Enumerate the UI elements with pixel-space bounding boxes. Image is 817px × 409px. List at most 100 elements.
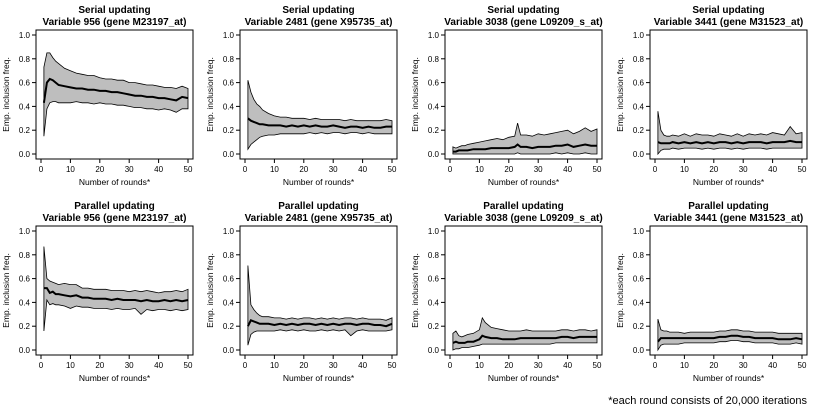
y-tick-label: 0.2 (428, 126, 440, 135)
y-tick-label: 0.0 (633, 346, 645, 355)
y-tick-label: 0.6 (223, 275, 235, 284)
x-tick-label: 10 (475, 361, 484, 370)
x-tick-label: 10 (475, 165, 484, 174)
x-tick-label: 30 (534, 361, 543, 370)
x-tick-label: 40 (154, 165, 163, 174)
y-tick-label: 0.0 (428, 150, 440, 159)
y-tick-label: 1.0 (633, 227, 645, 236)
x-tick-label: 20 (504, 165, 513, 174)
plot-frame (239, 225, 398, 356)
confidence-band (452, 316, 598, 351)
y-tick-label: 0.6 (19, 275, 31, 284)
panel-title-line2: Variable 2481 (gene X95735_at) (245, 17, 393, 28)
x-tick-label: 30 (329, 361, 338, 370)
y-tick-label: 0.0 (428, 346, 440, 355)
x-tick-label: 20 (709, 165, 718, 174)
plot-frame (35, 225, 194, 356)
mean-line (42, 77, 189, 103)
y-tick-label: 0.4 (19, 102, 31, 111)
y-tick-label: 0.4 (428, 298, 440, 307)
y-tick-label: 0.8 (633, 55, 645, 64)
y-tick-label: 1.0 (223, 31, 235, 40)
y-tick-label: 0.4 (223, 102, 235, 111)
x-tick-label: 40 (154, 361, 163, 370)
confidence-band (43, 52, 189, 137)
panel-title-line1: Serial updating (692, 5, 764, 16)
x-tick-label: 20 (95, 165, 104, 174)
y-axis-label: Emp. inclusion freq. (1, 57, 11, 132)
y-tick-label: 0.0 (19, 150, 31, 159)
y-tick-label: 0.0 (19, 346, 31, 355)
x-tick-label: 20 (504, 361, 513, 370)
mean-line (247, 319, 393, 328)
y-tick-label: 0.0 (223, 346, 235, 355)
y-tick-label: 0.8 (19, 251, 31, 260)
confidence-band (43, 246, 189, 332)
panel-title-line2: Variable 3038 (gene L09209_s_at) (444, 213, 602, 224)
x-tick-label: 50 (593, 361, 602, 370)
mean-line (43, 287, 189, 303)
x-tick-label: 10 (66, 165, 75, 174)
y-tick-label: 0.4 (633, 298, 645, 307)
y-tick-label: 0.8 (428, 55, 440, 64)
panel-title-line2: Variable 2481 (gene X95735_at) (245, 213, 393, 224)
y-axis-label: Emp. inclusion freq. (615, 57, 625, 132)
confidence-band (247, 265, 393, 346)
y-tick-label: 1.0 (19, 31, 31, 40)
mean-line (657, 139, 802, 145)
panel-title-line2: Variable 3441 (gene M31523_at) (654, 17, 804, 28)
y-tick-label: 0.8 (223, 55, 235, 64)
y-tick-label: 0.2 (19, 322, 31, 331)
y-tick-label: 0.4 (633, 102, 645, 111)
panel-title-line2: Variable 3441 (gene M31523_at) (654, 213, 804, 224)
x-axis-label: Number of rounds* (283, 177, 355, 187)
x-tick-label: 0 (243, 361, 248, 370)
x-tick-label: 30 (739, 165, 748, 174)
y-tick-label: 0.6 (633, 275, 645, 284)
mean-line (247, 117, 392, 129)
x-tick-label: 40 (358, 165, 367, 174)
x-axis-label: Number of rounds* (488, 177, 560, 187)
y-tick-label: 0.2 (633, 322, 645, 331)
y-axis-label: Emp. inclusion freq. (1, 253, 11, 328)
y-tick-label: 1.0 (428, 31, 440, 40)
y-axis-label: Emp. inclusion freq. (410, 253, 420, 328)
x-tick-label: 20 (299, 165, 308, 174)
x-tick-label: 10 (680, 165, 689, 174)
y-tick-label: 1.0 (223, 227, 235, 236)
panel-title-line2: Variable 956 (gene M23197_at) (43, 17, 187, 28)
confidence-band (657, 318, 803, 352)
x-tick-label: 40 (563, 165, 572, 174)
x-tick-label: 40 (563, 361, 572, 370)
x-tick-label: 40 (358, 361, 367, 370)
y-tick-label: 0.2 (19, 126, 31, 135)
y-tick-label: 0.6 (428, 79, 440, 88)
y-axis-label: Emp. inclusion freq. (615, 253, 625, 328)
x-axis-label: Number of rounds* (488, 373, 560, 383)
y-tick-label: 0.6 (633, 79, 645, 88)
y-tick-label: 0.8 (223, 251, 235, 260)
x-tick-label: 10 (270, 165, 279, 174)
x-tick-label: 30 (739, 361, 748, 370)
x-tick-label: 0 (653, 361, 658, 370)
x-tick-label: 0 (653, 165, 658, 174)
x-tick-label: 10 (680, 361, 689, 370)
mean-line (452, 143, 597, 153)
x-axis-label: Number of rounds* (693, 373, 765, 383)
x-axis-label: Number of rounds* (693, 177, 765, 187)
x-tick-label: 50 (184, 361, 193, 370)
x-tick-label: 0 (39, 361, 44, 370)
y-tick-label: 0.6 (19, 79, 31, 88)
x-tick-label: 0 (448, 165, 453, 174)
panel-title-line2: Variable 3038 (gene L09209_s_at) (444, 17, 602, 28)
y-tick-label: 1.0 (633, 31, 645, 40)
y-tick-label: 1.0 (19, 227, 31, 236)
x-tick-label: 50 (388, 361, 397, 370)
x-tick-label: 50 (593, 165, 602, 174)
mean-line (657, 334, 803, 343)
